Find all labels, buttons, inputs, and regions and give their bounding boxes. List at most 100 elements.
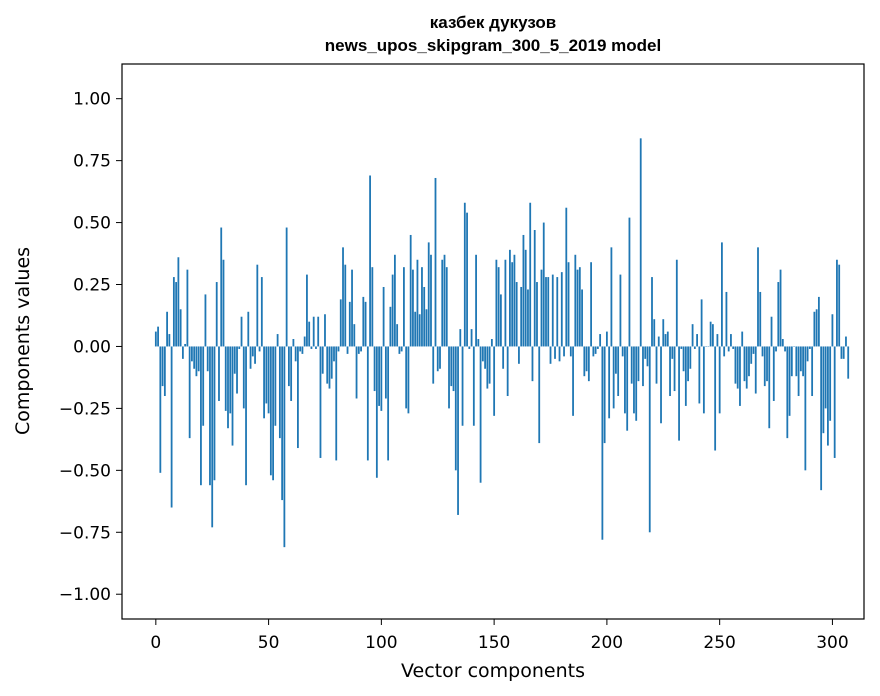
bar-167 <box>531 346 534 382</box>
bar-17 <box>193 346 196 369</box>
bar-68 <box>308 321 311 347</box>
bar-94 <box>366 346 369 461</box>
bar-189 <box>581 289 583 347</box>
bar-13 <box>184 343 187 347</box>
bar-93 <box>364 301 367 347</box>
bar-262 <box>745 346 748 389</box>
bar-7 <box>170 346 173 508</box>
bar-174 <box>547 277 550 347</box>
bar-141 <box>472 346 475 426</box>
bar-298 <box>827 346 829 446</box>
bar-96 <box>371 267 374 347</box>
chart-subtitle: news_upos_skipgram_300_5_2019 model <box>325 36 661 55</box>
bar-257 <box>734 346 737 384</box>
bar-299 <box>829 346 832 421</box>
bar-205 <box>617 346 620 397</box>
bar-26 <box>213 346 216 481</box>
bar-180 <box>560 272 563 347</box>
bar-264 <box>750 346 753 364</box>
bar-103 <box>387 346 390 461</box>
bar-306 <box>845 336 847 347</box>
bar-156 <box>506 346 509 397</box>
bar-1 <box>157 326 159 347</box>
bar-175 <box>549 346 552 364</box>
bar-291 <box>811 346 814 397</box>
bar-293 <box>815 309 818 347</box>
bar-45 <box>256 264 259 347</box>
bar-276 <box>777 282 780 347</box>
x-tick-label: 150 <box>478 633 510 653</box>
bar-23 <box>206 346 209 372</box>
bar-249 <box>716 334 719 347</box>
bar-274 <box>772 346 775 401</box>
bar-236 <box>687 346 689 382</box>
bar-217 <box>644 346 647 359</box>
bar-209 <box>626 346 629 431</box>
bar-73 <box>319 346 322 458</box>
bar-176 <box>551 274 554 347</box>
bar-253 <box>725 291 728 347</box>
bar-271 <box>766 346 768 382</box>
bar-37 <box>238 346 241 349</box>
bar-303 <box>838 264 841 347</box>
bar-162 <box>520 286 523 347</box>
bar-206 <box>619 274 622 347</box>
bar-170 <box>538 346 541 444</box>
bar-115 <box>414 311 417 347</box>
bar-87 <box>351 269 353 347</box>
bar-82 <box>339 299 342 347</box>
bar-131 <box>450 346 453 387</box>
bar-277 <box>779 269 782 347</box>
bar-187 <box>576 269 579 347</box>
bar-118 <box>421 267 423 347</box>
bar-85 <box>346 346 349 354</box>
bar-250 <box>718 346 721 414</box>
plot-frame <box>121 63 865 620</box>
bar-100 <box>380 346 383 411</box>
bar-261 <box>743 346 746 382</box>
x-tick-label: 100 <box>365 633 397 653</box>
bar-14 <box>186 269 189 347</box>
bar-190 <box>583 346 586 377</box>
bar-169 <box>536 282 538 347</box>
bar-292 <box>813 311 816 347</box>
bar-239 <box>693 346 696 349</box>
bar-72 <box>317 316 320 347</box>
bar-84 <box>344 264 347 347</box>
bar-77 <box>328 346 331 389</box>
bar-88 <box>353 324 356 347</box>
bar-66 <box>303 336 306 347</box>
bar-102 <box>384 346 387 399</box>
bar-237 <box>689 346 692 369</box>
bar-265 <box>752 346 755 354</box>
bar-136 <box>461 346 464 426</box>
bar-219 <box>648 346 651 533</box>
bar-226 <box>664 334 667 347</box>
bar-188 <box>578 267 581 347</box>
y-tick-label: 0.00 <box>73 337 111 357</box>
bar-241 <box>698 346 701 404</box>
bar-55 <box>278 346 281 439</box>
bar-165 <box>527 289 529 347</box>
bar-229 <box>671 346 674 359</box>
bar-43 <box>251 346 254 357</box>
bar-89 <box>355 346 358 399</box>
bar-47 <box>260 277 263 347</box>
bar-110 <box>403 267 405 347</box>
bar-168 <box>533 230 536 347</box>
bar-16 <box>191 346 193 362</box>
bar-58 <box>285 227 288 347</box>
bar-228 <box>669 346 671 397</box>
bar-296 <box>822 346 825 434</box>
bar-124 <box>434 177 437 347</box>
bar-160 <box>515 282 518 347</box>
bar-109 <box>400 346 403 352</box>
bar-90 <box>357 346 360 354</box>
bar-138 <box>466 212 468 347</box>
bar-61 <box>292 339 295 347</box>
bar-20 <box>200 346 202 486</box>
bar-183 <box>567 262 570 347</box>
bar-258 <box>736 346 739 389</box>
bar-106 <box>393 254 396 347</box>
